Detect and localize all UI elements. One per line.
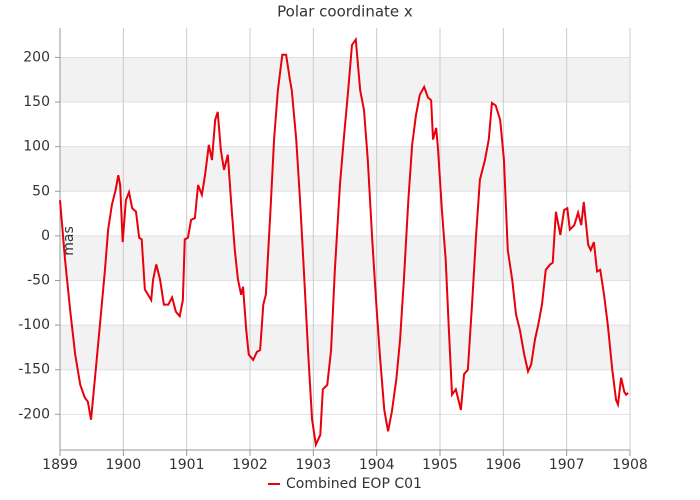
y-tick-label: 0: [41, 228, 50, 244]
y-tick-label: 50: [32, 183, 50, 199]
grid-band: [60, 146, 630, 192]
chart-title: Polar coordinate x: [277, 3, 413, 21]
x-tick-label: 1899: [42, 457, 78, 473]
grid-band: [60, 57, 630, 103]
x-tick-label: 1904: [359, 457, 395, 473]
x-tick-label: 1901: [169, 457, 205, 473]
x-tick-label: 1903: [296, 457, 332, 473]
y-tick-label: -150: [18, 362, 50, 378]
legend-label: Combined EOP C01: [286, 476, 422, 492]
x-tick-label: 1902: [232, 457, 268, 473]
line: [59, 36, 629, 449]
grid-band: [60, 325, 630, 370]
y-tick-label: 200: [23, 49, 50, 65]
y-tick-label: -200: [18, 406, 50, 422]
y-tick-label: 150: [23, 94, 50, 110]
y-tick-label: -100: [18, 317, 50, 333]
x-tick-label: 1905: [422, 457, 458, 473]
x-tick-label: 1907: [549, 457, 585, 473]
y-tick-label: 100: [23, 139, 50, 155]
x-tick-label: 1908: [612, 457, 648, 473]
y-tick-label: -50: [27, 272, 50, 288]
x-tick-label: 1900: [106, 457, 142, 473]
x-tick-label: 1906: [486, 457, 522, 473]
